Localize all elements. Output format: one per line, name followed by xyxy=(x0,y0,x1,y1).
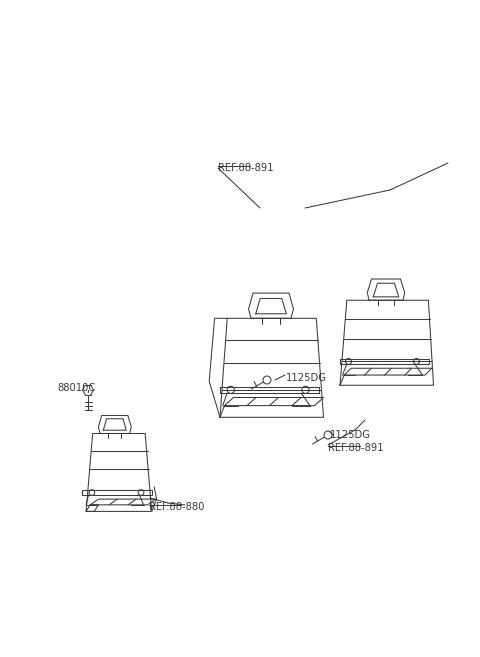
Text: REF.88-891: REF.88-891 xyxy=(218,163,274,173)
Text: 1125DG: 1125DG xyxy=(330,430,371,440)
Text: 1125DG: 1125DG xyxy=(286,373,327,383)
Text: 88010C: 88010C xyxy=(57,383,95,393)
Text: REF.88-880: REF.88-880 xyxy=(149,502,204,512)
Text: REF.88-891: REF.88-891 xyxy=(328,443,384,453)
